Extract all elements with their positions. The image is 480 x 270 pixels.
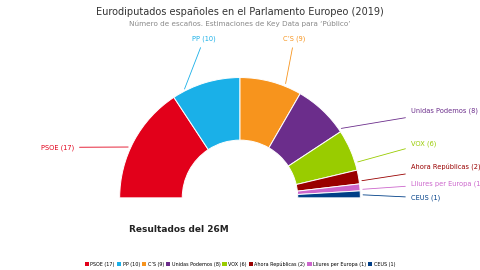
Text: C’S (9): C’S (9) [283, 36, 305, 84]
Wedge shape [296, 170, 360, 191]
Legend: PSOE (17), PP (10), C’S (9), Unidas Podemos (8), VOX (6), Ahora Repúblicas (2), : PSOE (17), PP (10), C’S (9), Unidas Pode… [84, 260, 396, 268]
Text: Ahora Repúblicas (2): Ahora Repúblicas (2) [362, 164, 480, 181]
Text: VOX (6): VOX (6) [358, 140, 436, 162]
Text: Número de escaños. Estimaciones de Key Data para ‘Público’: Número de escaños. Estimaciones de Key D… [129, 20, 351, 27]
Text: Unidas Podemos (8): Unidas Podemos (8) [341, 108, 478, 129]
Text: Lliures per Europa (1): Lliures per Europa (1) [363, 180, 480, 189]
Wedge shape [298, 191, 360, 198]
Wedge shape [298, 184, 360, 194]
Wedge shape [269, 94, 340, 166]
Wedge shape [240, 77, 300, 148]
Text: PSOE (17): PSOE (17) [41, 144, 128, 151]
Wedge shape [288, 132, 357, 184]
Text: Resultados del 26M: Resultados del 26M [129, 225, 229, 234]
Wedge shape [174, 77, 240, 150]
Text: PP (10): PP (10) [184, 36, 216, 89]
Text: CEUS (1): CEUS (1) [363, 195, 440, 201]
Text: Eurodiputados españoles en el Parlamento Europeo (2019): Eurodiputados españoles en el Parlamento… [96, 7, 384, 17]
Wedge shape [120, 97, 208, 198]
